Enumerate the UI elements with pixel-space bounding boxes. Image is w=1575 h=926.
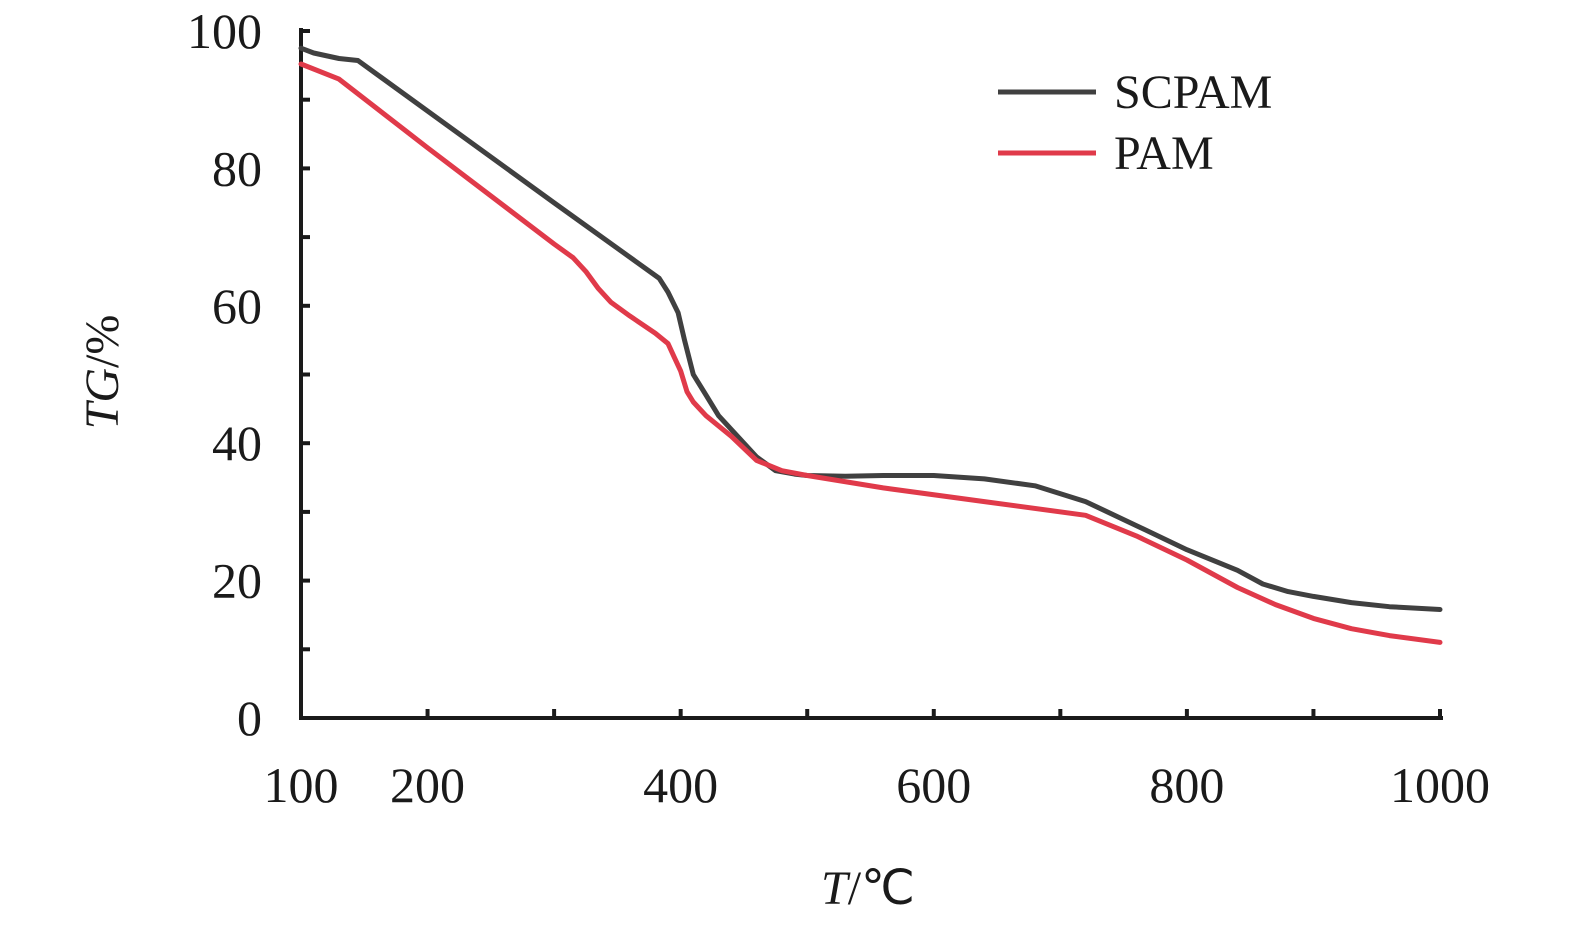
legend-label-scpam: SCPAM — [1114, 66, 1272, 119]
tick-marks — [299, 29, 1442, 720]
x-tick-label-200: 200 — [390, 757, 465, 813]
series-lines — [298, 45, 1443, 645]
y-tick-label-60: 60 — [212, 278, 262, 334]
x-axis-var: T — [821, 862, 851, 915]
legend-label-pam: PAM — [1114, 127, 1214, 180]
y-axis-unit: /% — [76, 315, 129, 368]
y-tick-label-0: 0 — [237, 690, 262, 746]
x-axis-title: T/℃ — [821, 862, 915, 915]
y-tick-label-80: 80 — [212, 140, 262, 196]
x-tick-label-100: 100 — [264, 757, 339, 813]
x-tick-label-1000: 1000 — [1390, 757, 1490, 813]
y-tick-label-100: 100 — [187, 3, 262, 59]
x-tick-label-600: 600 — [896, 757, 971, 813]
series-line-scpam — [298, 45, 1443, 612]
x-tick-label-400: 400 — [643, 757, 718, 813]
x-tick-label-800: 800 — [1149, 757, 1224, 813]
legend: SCPAM PAM — [998, 66, 1272, 180]
y-axis-var: TG — [76, 368, 129, 429]
tick-labels: 0 20 40 60 80 100 100 200 400 600 800 1000 — [187, 3, 1490, 813]
y-axis-title: TG/% — [76, 315, 129, 430]
x-axis-unit: /℃ — [848, 862, 915, 915]
series-line-pam — [298, 61, 1443, 645]
y-tick-label-40: 40 — [212, 415, 262, 471]
y-tick-label-20: 20 — [212, 553, 262, 609]
